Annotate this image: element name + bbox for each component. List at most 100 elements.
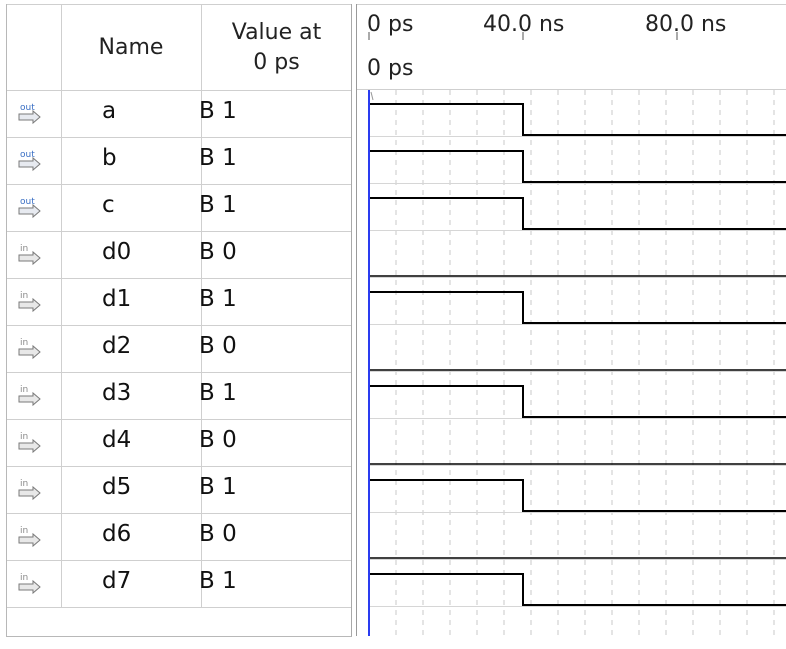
svg-text:in: in: [20, 385, 28, 395]
waveform-a: [369, 103, 786, 136]
column-divider: [61, 5, 62, 90]
waveform-pane[interactable]: 0 ps 40.0 ns 80.0 ns 0 ps: [356, 4, 786, 636]
header-name[interactable]: Name: [98, 34, 164, 60]
waveform-d1: [369, 291, 786, 324]
column-divider: [61, 419, 62, 466]
input-pin-icon: in: [18, 338, 41, 360]
signal-value: B 1: [199, 98, 237, 124]
header-value-line1: Value at: [231, 19, 322, 45]
column-divider: [201, 419, 202, 466]
column-divider: [201, 90, 202, 137]
signal-name: d3: [102, 380, 132, 406]
svg-text:in: in: [20, 526, 28, 536]
signal-row[interactable]: in d2 B 0: [7, 325, 351, 373]
signal-name: d1: [102, 286, 132, 312]
signal-value: B 1: [199, 192, 237, 218]
signal-name: a: [102, 98, 117, 124]
signal-row[interactable]: in d7 B 1: [7, 560, 351, 608]
column-divider: [201, 325, 202, 372]
signal-row[interactable]: in d6 B 0: [7, 513, 351, 561]
waveform-canvas[interactable]: [357, 4, 786, 636]
column-divider: [201, 278, 202, 325]
column-divider: [61, 560, 62, 607]
input-pin-icon: in: [18, 291, 41, 313]
signal-row[interactable]: in d1 B 1: [7, 278, 351, 326]
column-divider: [61, 184, 62, 231]
signal-row[interactable]: out b B 1: [7, 137, 351, 185]
signal-name: d7: [102, 568, 132, 594]
input-pin-icon: in: [18, 573, 41, 595]
cursor-time-label: 0 ps: [367, 56, 414, 81]
input-pin-icon: in: [18, 526, 41, 548]
tick-label-0: 0 ps: [367, 12, 414, 37]
svg-text:in: in: [20, 432, 28, 442]
signal-name: d0: [102, 239, 132, 265]
column-divider: [61, 278, 62, 325]
signal-table: Name Value at 0 ps out a B 1 out b B 1 out c B 1…: [6, 4, 352, 637]
signal-name: b: [102, 145, 117, 171]
column-divider: [201, 137, 202, 184]
signal-value: B 1: [199, 568, 237, 594]
signal-value: B 1: [199, 286, 237, 312]
input-pin-icon: in: [18, 244, 41, 266]
tick-label-2: 80.0 ns: [645, 12, 727, 37]
signal-row[interactable]: out a B 1: [7, 90, 351, 138]
input-pin-icon: in: [18, 479, 41, 501]
waveform-b: [369, 150, 786, 183]
output-pin-icon: out: [18, 150, 41, 172]
svg-text:out: out: [20, 197, 35, 207]
signal-value: B 1: [199, 474, 237, 500]
svg-text:in: in: [20, 244, 28, 254]
signal-row[interactable]: out c B 1: [7, 184, 351, 232]
signal-value: B 1: [199, 380, 237, 406]
signal-row[interactable]: in d4 B 0: [7, 419, 351, 467]
signal-name: c: [102, 192, 115, 218]
column-divider: [201, 231, 202, 278]
signal-name: d6: [102, 521, 132, 547]
column-divider: [61, 513, 62, 560]
signal-value: B 0: [199, 333, 237, 359]
svg-text:out: out: [20, 103, 35, 113]
column-divider: [61, 137, 62, 184]
output-pin-icon: out: [18, 103, 41, 125]
svg-text:in: in: [20, 291, 28, 301]
signal-value: B 1: [199, 145, 237, 171]
column-divider: [61, 325, 62, 372]
column-divider: [61, 231, 62, 278]
column-divider: [61, 372, 62, 419]
column-divider: [201, 560, 202, 607]
signal-row[interactable]: in d5 B 1: [7, 466, 351, 514]
column-divider: [201, 513, 202, 560]
signal-value: B 0: [199, 427, 237, 453]
header-value-line2: 0 ps: [253, 49, 300, 75]
column-divider: [201, 372, 202, 419]
svg-text:in: in: [20, 573, 28, 583]
header-value[interactable]: Value at 0 ps: [202, 5, 351, 90]
cursor-handle: [370, 91, 374, 101]
signal-row[interactable]: in d3 B 1: [7, 372, 351, 420]
tick-label-1: 40.0 ns: [483, 12, 565, 37]
input-pin-icon: in: [18, 385, 41, 407]
table-header: Name Value at 0 ps: [7, 4, 351, 91]
signal-name: d5: [102, 474, 132, 500]
signal-row[interactable]: in d0 B 0: [7, 231, 351, 279]
svg-text:in: in: [20, 338, 28, 348]
svg-text:in: in: [20, 479, 28, 489]
waveform-c: [369, 197, 786, 230]
timeline-ruler[interactable]: 0 ps 40.0 ns 80.0 ns 0 ps: [357, 4, 786, 89]
column-divider: [61, 90, 62, 137]
signal-name: d4: [102, 427, 132, 453]
signal-value: B 0: [199, 239, 237, 265]
signal-value: B 0: [199, 521, 237, 547]
column-divider: [61, 466, 62, 513]
waveform-d5: [369, 479, 786, 512]
waveform-d7: [369, 573, 786, 606]
waveform-d3: [369, 385, 786, 418]
signal-name: d2: [102, 333, 132, 359]
column-divider: [201, 5, 202, 90]
column-divider: [201, 466, 202, 513]
input-pin-icon: in: [18, 432, 41, 454]
output-pin-icon: out: [18, 197, 41, 219]
svg-text:out: out: [20, 150, 35, 160]
